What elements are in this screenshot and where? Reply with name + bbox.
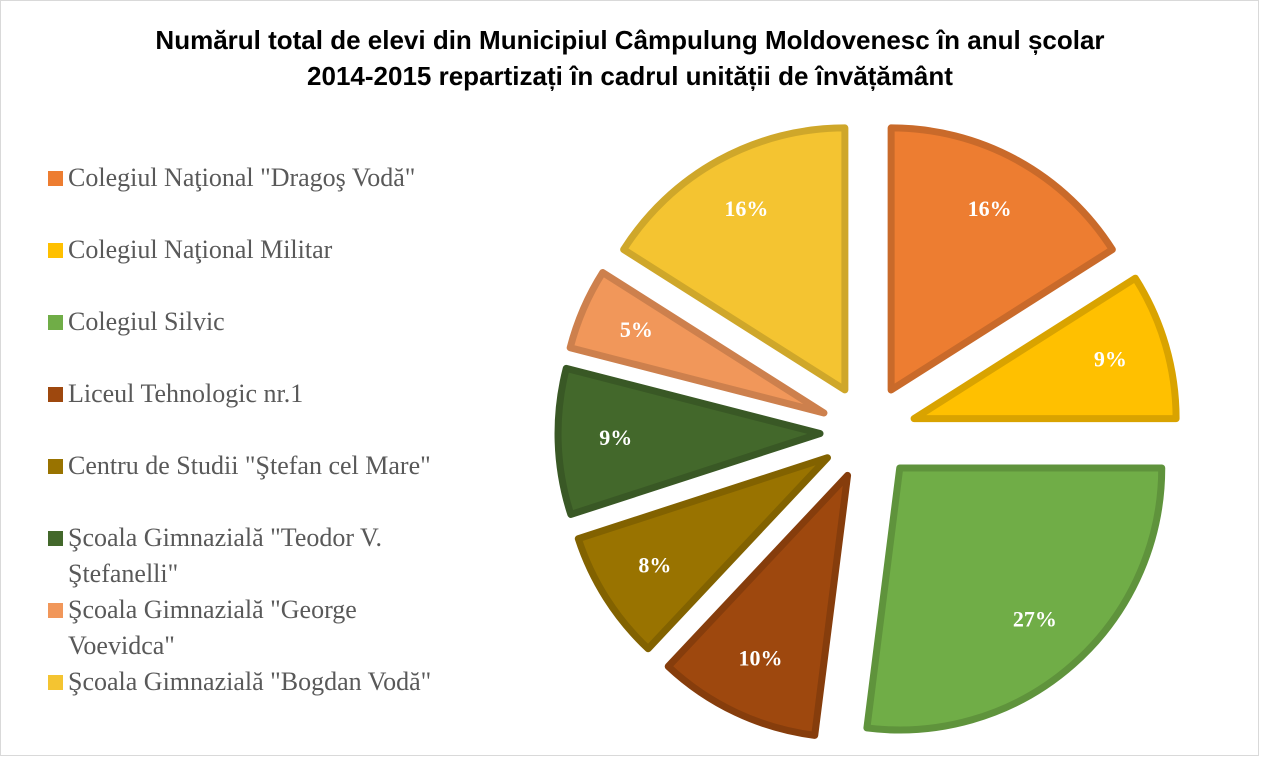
- legend-item: Colegiul Silvic: [48, 304, 468, 340]
- legend-swatch: [48, 315, 63, 330]
- legend-item: Şcoala Gimnazială "George Voevidca": [48, 592, 468, 664]
- pie-slice: [620, 124, 849, 394]
- pie-slice: [664, 471, 852, 739]
- legend-swatch: [48, 603, 63, 618]
- legend-label: Colegiul Silvic: [68, 307, 225, 336]
- pie-slice: [566, 269, 828, 417]
- legend-item: Centru de Studii "Ştefan cel Mare": [48, 448, 468, 484]
- legend-item: Colegiul Naţional Militar: [48, 232, 468, 268]
- legend-swatch: [48, 531, 63, 546]
- legend-item: Colegiul Naţional "Dragoş Vodă": [48, 160, 468, 196]
- legend-item: Liceul Tehnologic nr.1: [48, 376, 468, 412]
- data-label: 9%: [599, 425, 632, 450]
- legend-label: Liceul Tehnologic nr.1: [68, 379, 304, 408]
- legend-item: Şcoala Gimnazială "Bogdan Vodă": [48, 664, 468, 700]
- pie-slice: [574, 454, 831, 653]
- data-label: 8%: [638, 552, 671, 577]
- legend-item: Şcoala Gimnazială "Teodor V. Ştefanelli": [48, 520, 468, 592]
- pie-slice: [863, 464, 1166, 734]
- data-label: 27%: [1013, 606, 1057, 631]
- pie-slice: [554, 364, 824, 518]
- legend-swatch: [48, 459, 63, 474]
- pie-slice: [887, 124, 1116, 394]
- data-label: 10%: [739, 645, 783, 670]
- pie-slice: [910, 274, 1180, 423]
- data-label: 16%: [724, 196, 768, 221]
- legend-label: Centru de Studii "Ştefan cel Mare": [68, 451, 431, 480]
- legend-label: Colegiul Naţional "Dragoş Vodă": [68, 163, 416, 192]
- legend-swatch: [48, 243, 63, 258]
- data-label: 16%: [968, 196, 1012, 221]
- data-label: 9%: [1094, 347, 1127, 372]
- legend-label: Şcoala Gimnazială "Bogdan Vodă": [68, 667, 432, 696]
- legend-label: Şcoala Gimnazială "Teodor V. Ştefanelli": [68, 523, 382, 588]
- legend-swatch: [48, 675, 63, 690]
- legend-swatch: [48, 171, 63, 186]
- legend-label: Colegiul Naţional Militar: [68, 235, 333, 264]
- legend-label: Şcoala Gimnazială "George Voevidca": [68, 595, 357, 660]
- data-label: 5%: [620, 317, 653, 342]
- chart-title: Numărul total de elevi din Municipiul Câ…: [155, 25, 1105, 91]
- legend-swatch: [48, 387, 63, 402]
